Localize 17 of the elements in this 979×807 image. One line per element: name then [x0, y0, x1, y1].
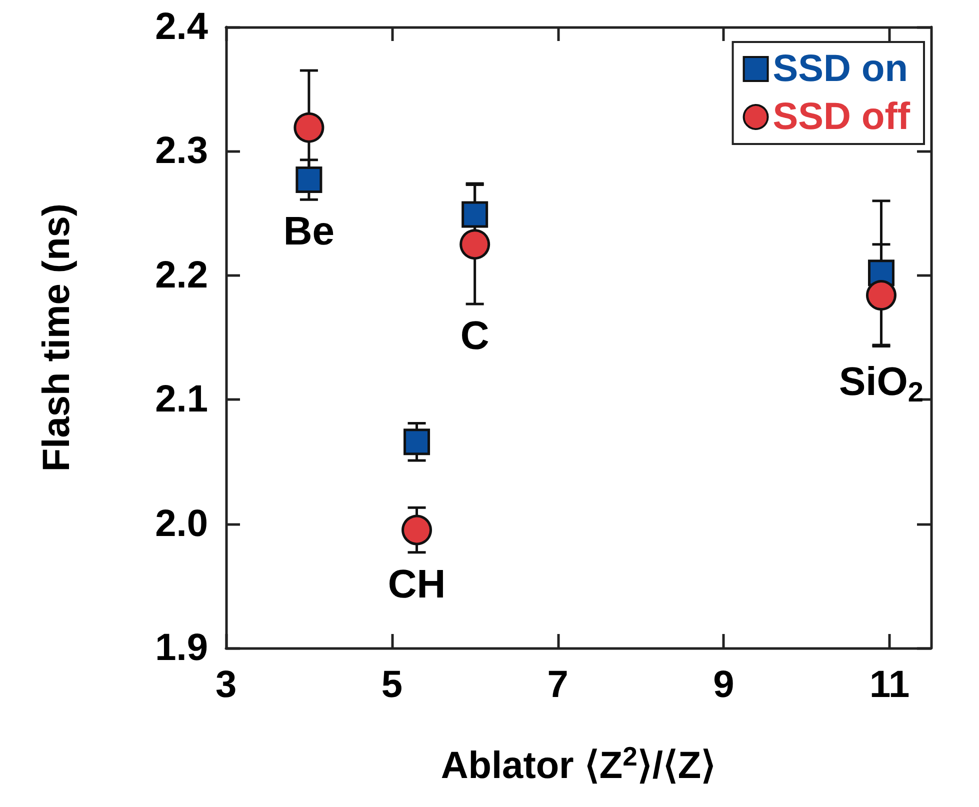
annotation: C — [460, 314, 490, 358]
y-tick-label: 2.0 — [155, 502, 208, 545]
legend-label: SSD off — [772, 96, 910, 138]
x-tick-label: 5 — [381, 664, 402, 706]
y-axis-title: Flash time (ns) — [36, 203, 78, 472]
x-tick-label: 11 — [869, 664, 910, 706]
y-tick-label: 2.4 — [155, 6, 208, 48]
annotation: CH — [388, 562, 446, 606]
y-tick-label: 2.2 — [155, 254, 208, 296]
x-tick-label: 3 — [215, 664, 237, 706]
y-tick-label: 2.3 — [155, 130, 208, 172]
y-tick-label: 2.1 — [155, 378, 208, 421]
y-tick-label: 1.9 — [155, 627, 208, 669]
x-tick-label: 7 — [547, 664, 568, 706]
x-tick-label: 9 — [713, 664, 734, 706]
annotation: Be — [283, 210, 335, 254]
legend-label: SSD on — [772, 48, 908, 90]
